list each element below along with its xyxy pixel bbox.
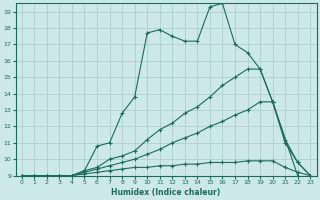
X-axis label: Humidex (Indice chaleur): Humidex (Indice chaleur) <box>111 188 221 197</box>
